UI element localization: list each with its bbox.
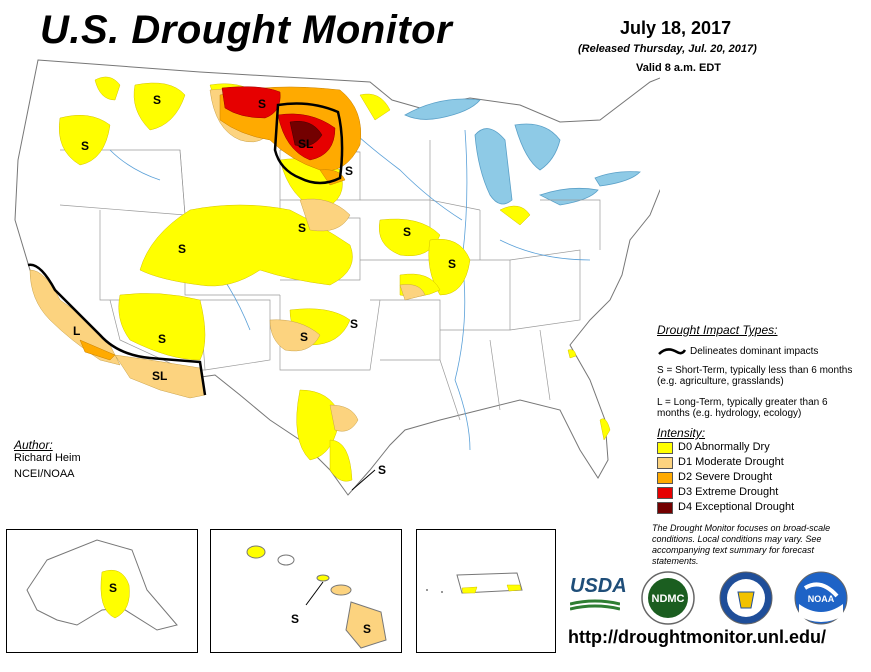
impact-short-term-text: S = Short-Term, typically less than 6 mo… [657,365,853,387]
release-date: (Released Thursday, Jul. 20, 2017) [578,43,757,55]
author-name: Richard Heim [14,452,81,464]
impact-labels: S SL S S S S S S S S S S L SL S [73,93,456,477]
map-date: July 18, 2017 [620,18,732,38]
d4-areas [289,121,323,147]
impact-label: S [363,622,371,636]
noaa-logo-text: NOAA [808,594,835,604]
intensity-label: D1 Moderate Drought [678,456,784,468]
intensity-label: D3 Extreme Drought [678,486,779,498]
intensity-swatch [657,487,673,499]
impact-label: S [448,257,456,271]
impact-label: S [378,463,386,477]
intensity-label: D0 Abnormally Dry [678,441,770,453]
usda-logo: USDA [570,575,627,597]
impact-label: S [109,581,117,595]
impact-label: S [298,221,306,235]
impact-delineations [27,102,344,396]
impact-label: SL [298,137,313,151]
impact-label: S [300,330,308,344]
impact-label: S [158,332,166,346]
valid-time: Valid 8 a.m. EDT [636,62,721,74]
impact-label: S [81,139,89,153]
impact-long-term-text: L = Long-Term, typically greater than 6 … [657,397,828,419]
drought-monitor-url[interactable]: http://droughtmonitor.unl.edu/ [568,627,826,647]
impact-types-heading: Drought Impact Types: [657,323,778,337]
intensity-swatch [657,502,673,514]
impact-label: S [258,97,266,111]
author-heading: Author: [14,438,53,452]
intensity-label: D4 Exceptional Drought [678,501,795,513]
author-org: NCEI/NOAA [14,468,75,480]
impact-label: S [291,612,299,626]
impact-label: SL [152,369,167,383]
intensity-heading: Intensity: [657,426,706,440]
texas-callout-line [351,469,376,491]
hawaii-inset: S S [210,529,402,653]
commerce-seal-icon [719,571,773,625]
alaska-inset: S [6,529,198,653]
ndmc-logo: NDMC [641,571,695,625]
ndmc-logo-text: NDMC [652,593,685,605]
conus-drought-map: S SL S S S S S S S S S S L SL S [14,59,660,496]
impact-label: S [178,242,186,256]
map-title: U.S. Drought Monitor [40,8,453,52]
intensity-swatch [657,442,673,454]
intensity-label: D2 Severe Drought [678,471,773,483]
d0-areas [58,76,611,482]
delineation-line-icon [658,348,687,355]
usda-hills-icon [570,599,620,611]
impact-label: L [73,324,80,338]
intensity-swatch [657,457,673,469]
noaa-logo: NOAA [794,571,848,625]
intensity-swatch [657,472,673,484]
impact-label: S [153,93,161,107]
impact-delineates-text: Delineates dominant impacts [690,346,819,357]
impact-label: S [345,164,353,178]
disclaimer-note: The Drought Monitor focuses on broad-sca… [652,523,831,566]
impact-label: S [350,317,358,331]
puerto-rico-inset [416,529,556,653]
impact-label: S [403,225,411,239]
great-lakes [404,98,641,206]
